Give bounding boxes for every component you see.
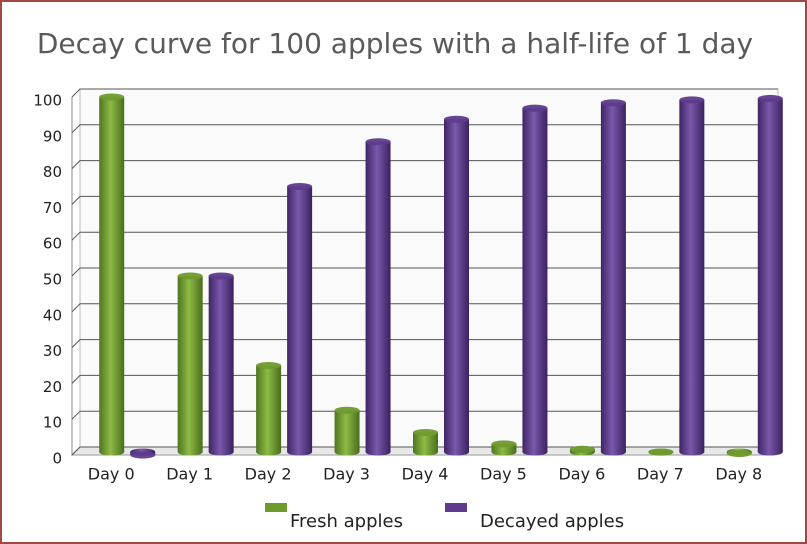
bar-base [522, 448, 548, 456]
x-tick-label: Day 7 [637, 465, 684, 484]
bar-top [334, 406, 360, 414]
bar [287, 186, 313, 452]
y-tick-label: 10 [43, 414, 62, 432]
bar-base [444, 448, 469, 456]
bar-top [648, 448, 674, 456]
bar-top [522, 104, 548, 112]
bar [256, 365, 282, 452]
bar-top [757, 94, 783, 102]
bar [491, 443, 517, 452]
bar-group [334, 406, 360, 456]
bar-base [334, 448, 360, 456]
y-tick-label: 0 [52, 450, 62, 468]
bar-base [99, 448, 125, 456]
bar-group [256, 362, 282, 456]
bar-group [569, 445, 595, 456]
y-tick-label: 30 [43, 342, 62, 360]
bar-top [444, 115, 469, 123]
bar-group [208, 272, 234, 456]
bar-group [177, 272, 203, 456]
bar-top [208, 272, 234, 280]
bar-base [365, 448, 391, 456]
y-tick-label: 40 [43, 306, 62, 324]
bar-top [726, 450, 752, 458]
bar-top [256, 362, 282, 369]
grid-line [71, 88, 778, 98]
bar-top [413, 428, 438, 436]
bar-base [413, 448, 438, 456]
x-tick-label: Day 0 [88, 465, 135, 484]
bar [757, 98, 783, 452]
bar-group [491, 440, 517, 456]
y-tick-label: 80 [43, 163, 62, 181]
x-tick-label: Day 3 [323, 465, 370, 484]
chart-title: Decay curve for 100 apples with a half-l… [37, 27, 753, 60]
bar-group [757, 94, 783, 456]
y-tick-label: 70 [43, 199, 62, 217]
x-tick-label: Day 4 [402, 465, 449, 484]
legend-label: Fresh apples [290, 511, 403, 532]
y-tick-label: 20 [43, 378, 62, 396]
bar [413, 432, 438, 452]
bar-base [208, 448, 234, 456]
bar-top [287, 183, 313, 190]
bar-top [569, 445, 595, 453]
bar-base [491, 448, 517, 456]
bar-base [600, 448, 626, 456]
bar-base [256, 448, 282, 456]
bar [334, 410, 360, 452]
x-tick-label: Day 2 [245, 465, 292, 484]
bar-base [177, 448, 203, 456]
bar-group [726, 448, 752, 458]
bar [522, 108, 548, 453]
x-tick-label: Day 8 [715, 465, 762, 484]
y-tick-label: 100 [33, 92, 62, 110]
bar-base [287, 448, 313, 456]
bar-group [365, 138, 391, 456]
y-tick-label: 90 [43, 127, 62, 145]
bar-top [130, 451, 156, 459]
bar-group [679, 96, 705, 456]
bar [99, 97, 125, 452]
bar [365, 141, 391, 452]
bar-top [491, 440, 517, 448]
bar [679, 99, 705, 452]
x-tick-label: Day 6 [558, 465, 605, 484]
bar-group [99, 93, 125, 456]
x-tick-label: Day 5 [480, 465, 527, 484]
bar [177, 276, 203, 452]
bar-top [177, 272, 203, 280]
bar-base [679, 448, 705, 456]
bar-group [413, 428, 438, 456]
legend-swatch [265, 503, 287, 512]
legend-label: Decayed apples [480, 511, 624, 532]
bar-top [99, 93, 125, 101]
bar [600, 102, 626, 452]
bar-group [522, 104, 548, 456]
y-tick-label: 50 [43, 271, 62, 289]
bar-group [444, 115, 469, 456]
y-tick-label: 60 [43, 235, 62, 253]
bar-group [287, 183, 313, 456]
legend-swatch [445, 503, 467, 512]
bar-group [648, 448, 674, 456]
bar-top [679, 96, 705, 104]
bar-group [130, 448, 156, 459]
bar-top [600, 99, 626, 107]
bar [208, 276, 234, 452]
bar-top [365, 138, 391, 146]
bar-group [600, 99, 626, 456]
bar-base [757, 448, 783, 456]
bar [444, 119, 469, 453]
x-tick-label: Day 1 [166, 465, 213, 484]
